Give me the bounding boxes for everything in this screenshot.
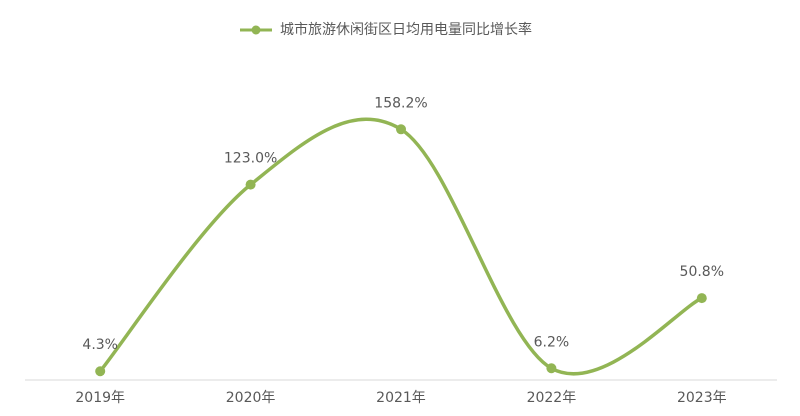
- x-tick-label: 2021年: [376, 390, 426, 406]
- data-label: 123.0%: [224, 151, 277, 167]
- data-point: [95, 366, 106, 377]
- data-point: [546, 363, 557, 374]
- x-tick-label: 2019年: [75, 390, 125, 406]
- data-label: 158.2%: [374, 95, 427, 111]
- legend-label: 城市旅游休闲街区日均用电量同比增长率: [280, 21, 532, 38]
- data-label: 50.8%: [680, 264, 724, 280]
- data-point: [245, 179, 256, 190]
- x-tick-label: 2023年: [677, 390, 727, 406]
- series-line: [98, 117, 704, 376]
- data-label: 6.2%: [534, 334, 570, 350]
- data-label: 4.3%: [82, 337, 118, 353]
- x-tick-label: 2020年: [226, 390, 276, 406]
- legend-marker: [251, 25, 261, 35]
- data-point: [696, 293, 707, 304]
- x-tick-label: 2022年: [527, 390, 577, 406]
- data-point: [396, 124, 406, 135]
